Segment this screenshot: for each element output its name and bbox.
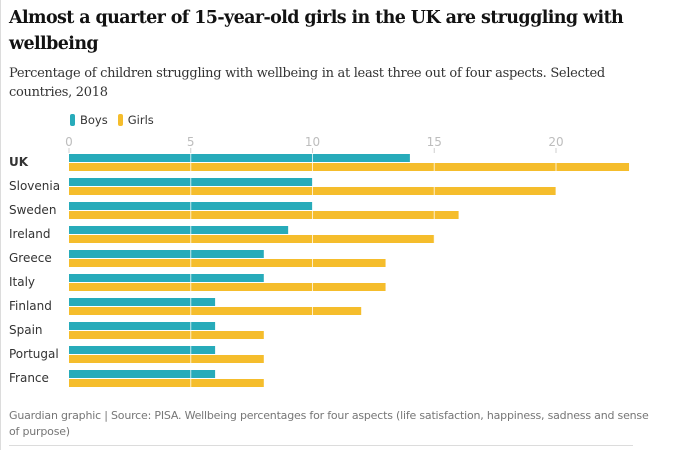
bar-boys <box>69 370 216 378</box>
bar-boys <box>69 250 264 258</box>
bar-girls <box>69 259 386 267</box>
bar-girls <box>69 331 264 339</box>
gridlines <box>190 153 557 387</box>
source-note: Guardian graphic | Source: PISA. Wellbei… <box>9 409 649 438</box>
bar-boys <box>69 322 216 330</box>
category-label: Italy <box>9 275 35 289</box>
bars <box>69 154 630 387</box>
x-tick-label: 5 <box>187 135 195 149</box>
category-label: Greece <box>9 251 52 265</box>
legend-swatch-girls <box>117 114 123 126</box>
category-label: France <box>9 371 49 385</box>
bar-girls <box>69 307 362 315</box>
bar-boys <box>69 274 264 282</box>
bar-girls <box>69 355 264 363</box>
bar-boys <box>69 298 216 306</box>
legend-label-boys: Boys <box>80 113 108 127</box>
legend: Boys Girls <box>70 113 164 127</box>
legend-item-girls: Girls <box>117 113 154 127</box>
category-label: Slovenia <box>9 179 60 193</box>
bottom-divider <box>9 445 633 446</box>
bar-girls <box>69 379 264 387</box>
bar-boys <box>69 154 410 162</box>
bar-boys <box>69 346 216 354</box>
bar-chart: 0 5 10 15 20 UK Slovenia Sweden Ireland Greece It… <box>9 135 630 387</box>
legend-label-girls: Girls <box>127 113 154 127</box>
x-tick-label: 15 <box>427 135 442 149</box>
x-tick-label: 10 <box>305 135 320 149</box>
category-label: Ireland <box>9 227 51 241</box>
bar-girls <box>69 211 459 219</box>
x-axis: 0 5 10 15 20 <box>65 135 564 153</box>
chart-title: Almost a quarter of 15-year-old girls in… <box>9 8 624 54</box>
legend-swatch-boys <box>70 114 75 126</box>
bar-girls <box>69 235 435 243</box>
category-labels: UK Slovenia Sweden Ireland Greece Italy Finlan… <box>9 155 60 385</box>
category-label: Finland <box>9 299 52 313</box>
x-tick-label: 20 <box>548 135 563 149</box>
category-label: Spain <box>9 323 43 337</box>
category-label: Portugal <box>9 347 59 361</box>
bar-girls <box>69 163 630 171</box>
bar-girls <box>69 283 386 291</box>
bar-boys <box>69 226 289 234</box>
x-tick-label: 0 <box>65 135 73 149</box>
legend-item-boys: Boys <box>70 113 108 127</box>
category-label: Sweden <box>9 203 56 217</box>
chart-subtitle: Percentage of children struggling with w… <box>9 66 605 100</box>
category-label: UK <box>9 155 29 169</box>
